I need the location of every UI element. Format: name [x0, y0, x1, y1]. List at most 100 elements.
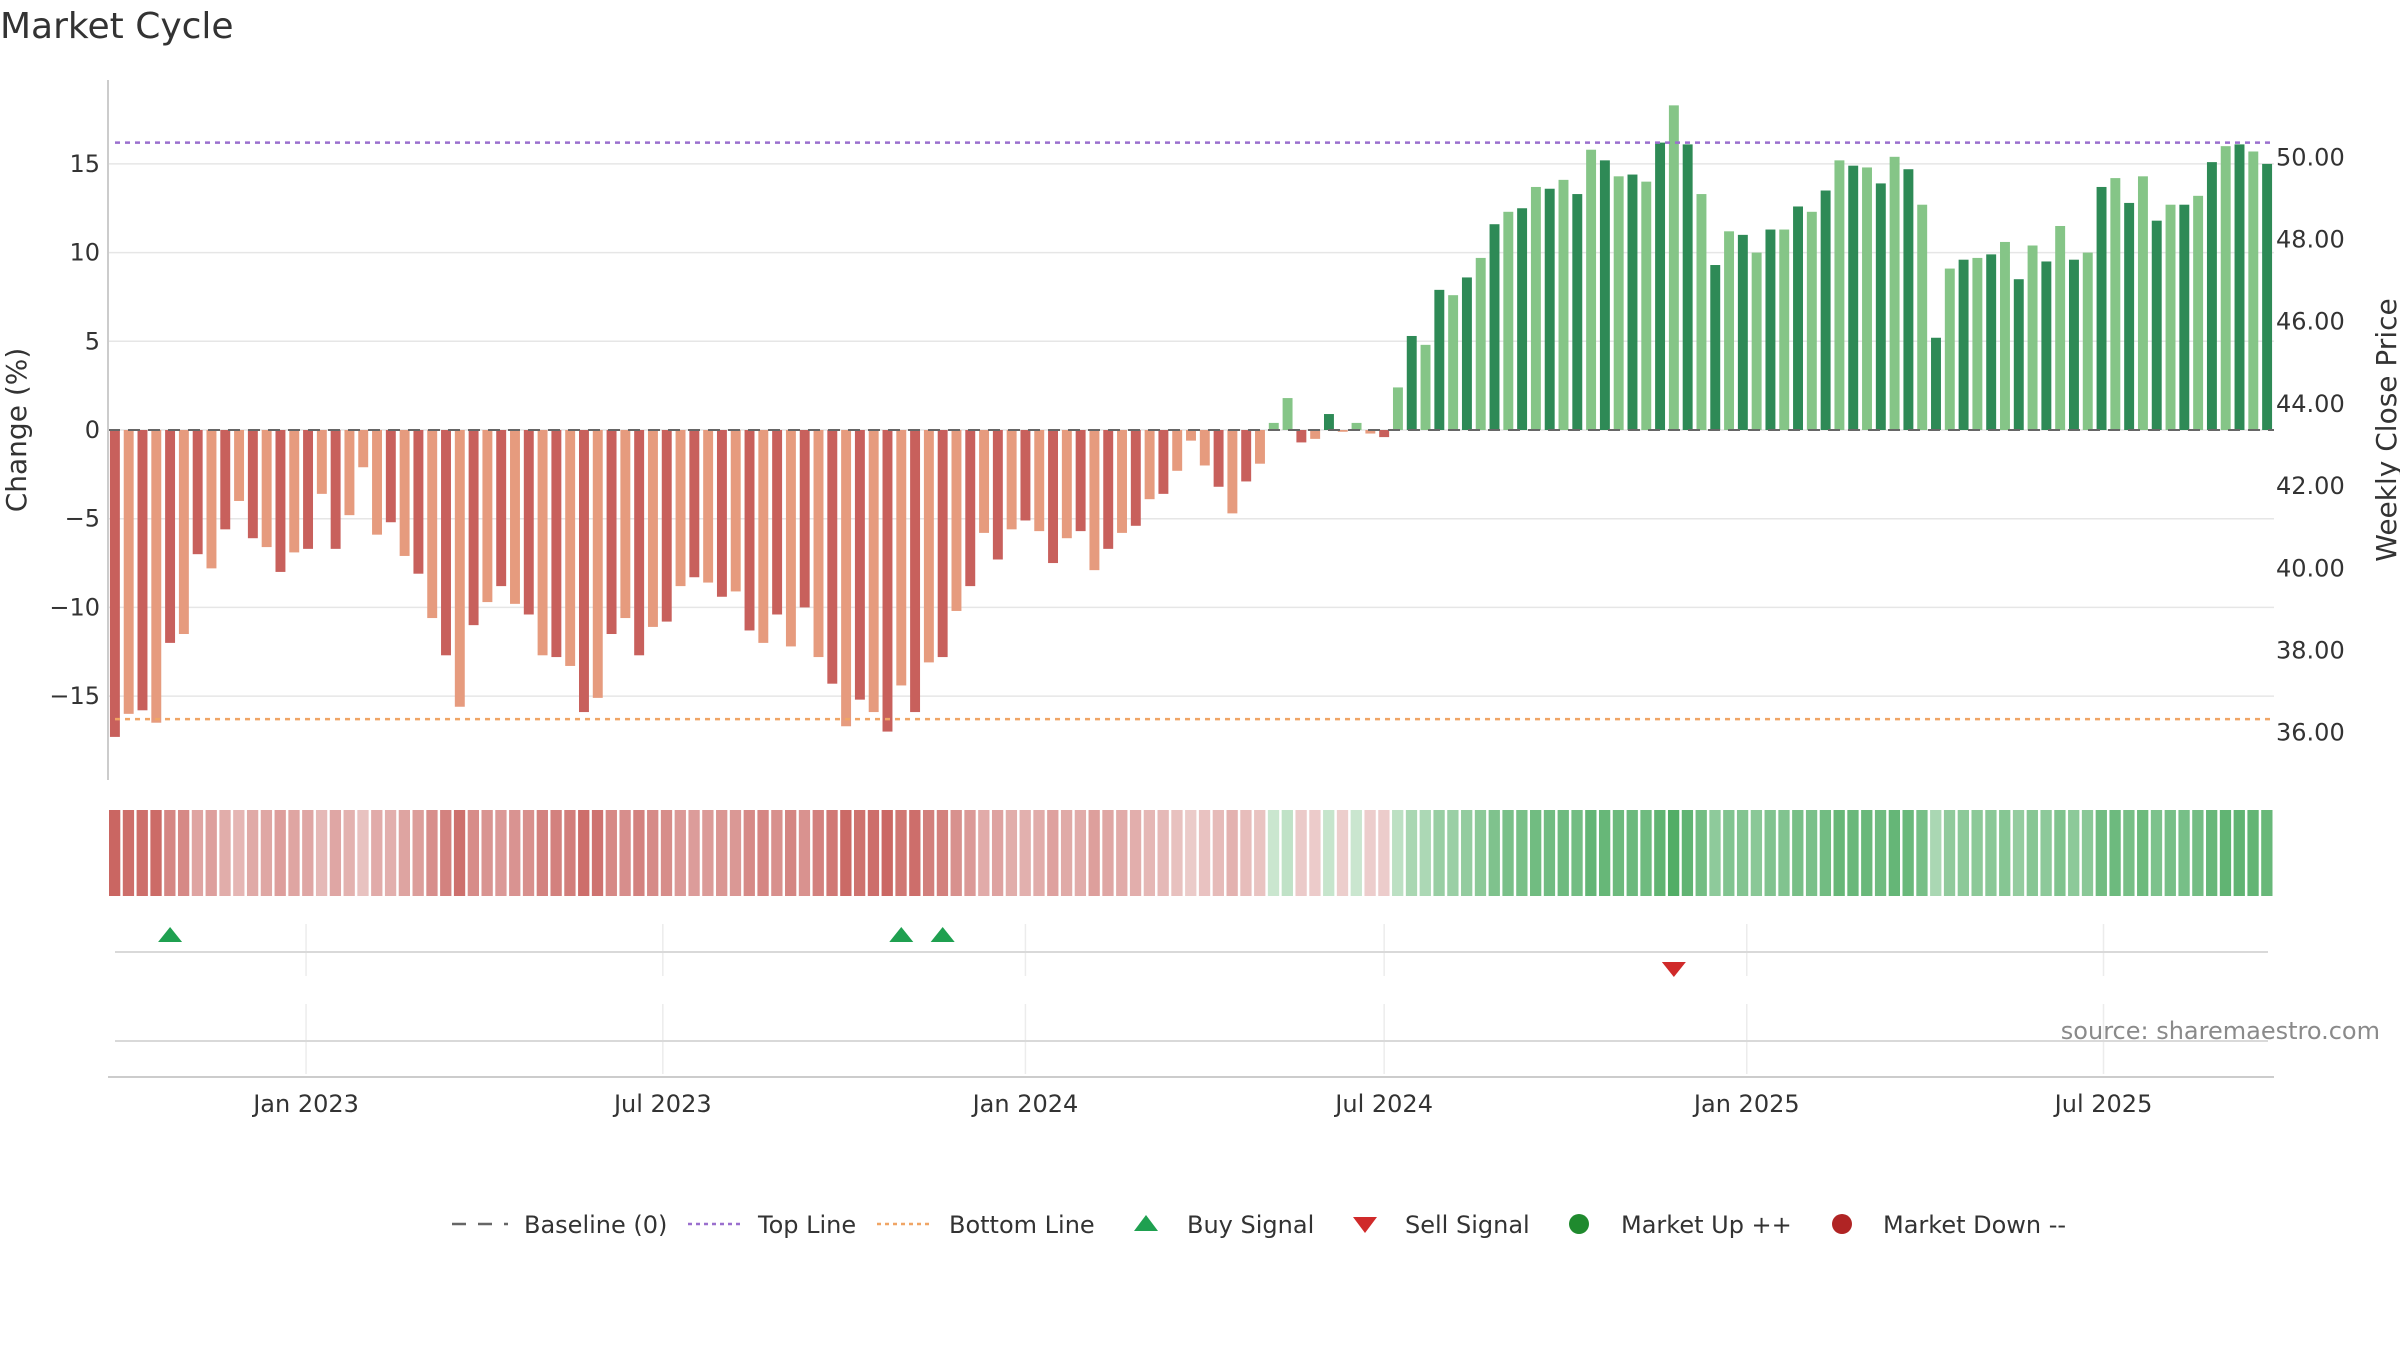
bar-59 [923, 430, 934, 663]
strip-cell-77 [1171, 810, 1183, 896]
strip-cell-80 [1212, 810, 1224, 896]
bar-100 [1489, 224, 1500, 430]
bar-49 [785, 430, 796, 647]
strip-cell-133 [1943, 810, 1956, 896]
strip-cell-100 [1488, 810, 1500, 896]
strip-cell-49 [785, 810, 797, 896]
strip-cell-23 [426, 810, 438, 896]
bar-47 [758, 430, 769, 643]
left-tick-label-5: −10 [49, 593, 100, 621]
strip-cell-46 [743, 810, 755, 896]
bar-73 [1117, 430, 1127, 533]
legend-item-2: Bottom Line [877, 1211, 1095, 1239]
strip-cell-10 [246, 810, 259, 896]
bar-87 [1310, 430, 1321, 439]
bar-99 [1475, 257, 1486, 430]
bar-78 [1186, 430, 1196, 441]
strip-cell-66 [1019, 810, 1031, 896]
strip-cell-145 [2109, 810, 2121, 896]
bar-139 [2027, 245, 2038, 430]
strip-cell-144 [2095, 810, 2107, 896]
strip-cell-62 [964, 810, 976, 896]
strip-cell-55 [867, 810, 880, 896]
strip-cell-70 [1074, 810, 1087, 896]
bar-64 [992, 430, 1003, 560]
strip-cell-47 [757, 810, 769, 896]
strip-cell-65 [1005, 810, 1018, 896]
bar-89 [1337, 430, 1348, 432]
bar-122 [1793, 206, 1803, 430]
bar-39 [647, 430, 658, 627]
strip-cell-43 [702, 810, 714, 896]
strip-cell-152 [2206, 810, 2218, 896]
bar-61 [951, 430, 962, 611]
strip-cell-85 [1281, 810, 1293, 896]
strip-cell-52 [826, 810, 838, 896]
strip-cell-44 [716, 810, 728, 896]
strip-cell-0 [109, 810, 121, 896]
right-axis-title: Weekly Close Price [2370, 298, 2400, 561]
right-tick-label-5: 40.00 [2276, 554, 2345, 582]
bar-18 [358, 430, 369, 468]
bar-134 [1958, 259, 1969, 430]
bar-147 [2137, 176, 2148, 430]
x-tick-label-3: Jul 2024 [1333, 1090, 1433, 1118]
strip-cell-105 [1557, 810, 1569, 896]
bar-107 [1586, 149, 1597, 430]
bar-119 [1751, 252, 1762, 430]
legend-label-1: Top Line [757, 1211, 856, 1239]
strip-cell-25 [453, 810, 466, 896]
bar-142 [2068, 259, 2079, 430]
right-tick-label-3: 44.00 [2276, 390, 2345, 418]
strip-cell-101 [1502, 810, 1514, 896]
strip-cell-92 [1378, 810, 1390, 896]
market-panel [115, 1004, 2268, 1074]
strip-cell-109 [1612, 810, 1625, 896]
strip-cell-97 [1447, 810, 1459, 896]
bar-153 [2220, 146, 2231, 430]
legend-item-5: Market Up ++ [1569, 1211, 1792, 1239]
strip-cell-33 [564, 810, 576, 896]
strip-cell-32 [550, 810, 562, 896]
bar-60 [937, 430, 948, 658]
right-tick-label-0: 50.00 [2276, 143, 2345, 171]
strip-cell-127 [1861, 810, 1873, 896]
bar-51 [813, 430, 824, 658]
x-axis: Jan 2023 Jul 2023 Jan 2024 Jul 2024 Jan 2025… [108, 1076, 2274, 1118]
legend-label-6: Market Down -- [1883, 1211, 2066, 1239]
bar-37 [620, 430, 631, 619]
bar-116 [1710, 265, 1721, 430]
bar-5 [178, 430, 189, 635]
bar-44 [716, 430, 727, 597]
strip-cell-38 [633, 810, 645, 896]
bar-69 [1061, 430, 1072, 539]
bar-103 [1530, 186, 1541, 430]
bar-146 [2124, 202, 2135, 430]
strip-cell-83 [1254, 810, 1266, 896]
bar-112 [1655, 142, 1666, 430]
strip-cell-99 [1474, 810, 1487, 896]
bar-19 [372, 430, 382, 535]
legend-item-1: Top Line [688, 1211, 856, 1239]
strip-cell-91 [1364, 810, 1376, 896]
strip-cell-40 [660, 810, 673, 896]
bar-43 [703, 430, 714, 583]
heat-strip [109, 810, 2273, 896]
strip-cell-68 [1047, 810, 1059, 896]
buy-signal-marker-0 [158, 927, 183, 942]
bar-34 [579, 430, 589, 713]
bar-93 [1392, 387, 1403, 430]
buy-signal-marker-1 [889, 927, 914, 942]
strip-cell-128 [1874, 810, 1887, 896]
strip-cell-12 [274, 810, 286, 896]
strip-cell-79 [1198, 810, 1211, 896]
legend-triangle-down-icon [1353, 1217, 1377, 1233]
strip-cell-117 [1723, 810, 1735, 896]
strip-cell-39 [647, 810, 659, 896]
bar-110 [1627, 174, 1638, 430]
legend-label-5: Market Up ++ [1621, 1211, 1792, 1239]
strip-cell-121 [1778, 810, 1790, 896]
bar-62 [965, 430, 976, 587]
bar-80 [1213, 430, 1224, 487]
bar-129 [1889, 156, 1900, 430]
